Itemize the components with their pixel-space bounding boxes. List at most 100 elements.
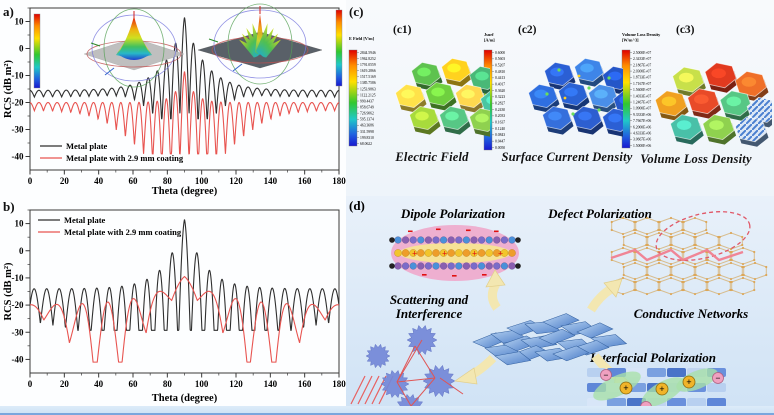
lattice-atom	[718, 265, 721, 269]
lattice-atom	[705, 231, 709, 235]
dipole-atom	[462, 236, 470, 244]
y-tick-label: 10	[15, 17, 25, 27]
legend-label: Metal plate with 2.9 mm coating	[64, 227, 182, 237]
colorbar-title: [W/m^3]	[622, 38, 639, 43]
composite-layer-segment	[667, 398, 686, 407]
volume-loss-hexagon-cluster	[654, 62, 772, 147]
lattice-atom	[634, 228, 637, 232]
x-axis-label: Theta (degree)	[152, 186, 218, 197]
lattice-atom	[621, 276, 625, 280]
dipole-atom	[485, 262, 493, 270]
defect-region-dashed-ellipse	[655, 211, 751, 261]
lattice-hexagon	[719, 232, 743, 250]
dipole-atom	[462, 262, 470, 270]
arrow-to-scattering	[454, 354, 497, 385]
curve-metal-plate	[29, 219, 340, 331]
colorbar-value: 6.2000E+06	[633, 125, 651, 129]
lattice-atom	[682, 228, 685, 232]
lattice-atom	[706, 280, 709, 284]
colorbar-value: 463.3686	[360, 124, 374, 128]
lattice-hexagon	[731, 247, 755, 265]
scattered-beam-fan	[239, 14, 281, 58]
lattice-atom	[645, 246, 649, 250]
x-tick-label: 160	[298, 176, 312, 186]
lattice-atom	[742, 273, 745, 277]
colorbar-e-field: E Field [V/m] 2844.5946 1962.8252 1791.0559…	[348, 36, 376, 147]
beam-petal	[259, 39, 281, 58]
lattice-hexagon	[683, 277, 707, 295]
colorbar-title: Jsurf	[484, 32, 494, 37]
lattice-hexagon	[635, 277, 659, 295]
negative-charge-symbol: −	[603, 370, 608, 380]
lattice-atom	[730, 250, 733, 254]
lattice-atom	[622, 265, 625, 269]
lattice-atom	[717, 276, 721, 280]
current-hotspot-speck	[577, 74, 581, 78]
x-tick-label: 140	[264, 379, 278, 389]
lattice-atom	[729, 277, 733, 281]
interference-hatch-line	[364, 375, 380, 405]
negative-charge-symbol	[494, 230, 499, 233]
colorbar-value: 1.5000E+06	[633, 144, 651, 148]
lattice-atom	[622, 235, 625, 239]
colorbar-value: 1253.9863	[360, 87, 376, 91]
colorbar-value: 2.0300E+07	[633, 70, 651, 74]
x-tick-label: 20	[60, 379, 70, 389]
lattice-atom	[693, 246, 697, 250]
lattice-atom	[621, 246, 625, 250]
dipole-atom	[409, 262, 417, 270]
colorbar-value: 726.9062	[360, 112, 374, 116]
colorbar-value: 0.5603	[495, 57, 505, 61]
nanosheet-flake	[576, 322, 614, 339]
lattice-atom	[634, 288, 637, 292]
hexagon-highlight	[580, 63, 594, 73]
colorbar-value: 2.1867E+07	[633, 63, 651, 67]
lattice-atom	[658, 258, 661, 262]
hexagon-highlight	[415, 111, 429, 121]
x-tick-label: 0	[28, 176, 33, 186]
panel-b-label: b)	[3, 199, 15, 214]
lattice-atom	[646, 265, 649, 269]
negative-charge-symbol	[422, 274, 427, 276]
hexagon-highlight	[694, 94, 709, 105]
negative-charge-icon	[600, 369, 612, 381]
lattice-atom	[622, 273, 625, 277]
colorbar-value: 0.1240	[495, 127, 505, 131]
lattice-atom	[634, 220, 637, 224]
lattice-atom	[694, 243, 697, 247]
hexagon-highlight	[676, 120, 692, 130]
lattice-atom	[634, 280, 637, 284]
chain-end-atom	[515, 237, 521, 243]
lattice-atom	[646, 235, 649, 239]
nanosheet-flake	[542, 313, 580, 329]
y-tick-label: 0	[19, 44, 24, 54]
hexagon-highlight	[461, 89, 475, 99]
current-hotspot-speck	[557, 68, 561, 72]
colorbar-value: 0.4017	[495, 83, 505, 87]
dipole-atom	[409, 236, 417, 244]
lattice-atom	[669, 216, 673, 220]
dipole-atom	[417, 262, 425, 270]
scattering-label-line2: Interference	[395, 306, 463, 321]
mechanism-schematic: (d) Dipole Polarization Defect Polarizat…	[349, 198, 768, 415]
lattice-atom	[633, 231, 637, 235]
current-hotspot-speck	[597, 108, 601, 112]
colorbar-value: 331.5998	[360, 130, 374, 134]
legend-label: Metal plate	[64, 215, 106, 225]
dipole-atom	[478, 262, 486, 270]
lattice-atom	[741, 276, 745, 280]
lattice-hexagon	[695, 232, 719, 250]
lattice-atom	[657, 231, 661, 235]
dipole-atom	[478, 236, 486, 244]
lattice-atom	[753, 258, 756, 262]
dipole-atom	[500, 249, 509, 257]
dipole-atom	[455, 262, 463, 270]
dipole-atom	[432, 262, 440, 270]
colorbar-value: 9.3333E+06	[633, 113, 651, 117]
panel-d-label: (d)	[349, 198, 365, 213]
y-tick-label: 10	[15, 219, 25, 229]
colorbar-title: E Field [V/m]	[349, 36, 375, 41]
y-tick-label: -20	[12, 300, 24, 310]
hexagon-highlight	[678, 72, 694, 83]
